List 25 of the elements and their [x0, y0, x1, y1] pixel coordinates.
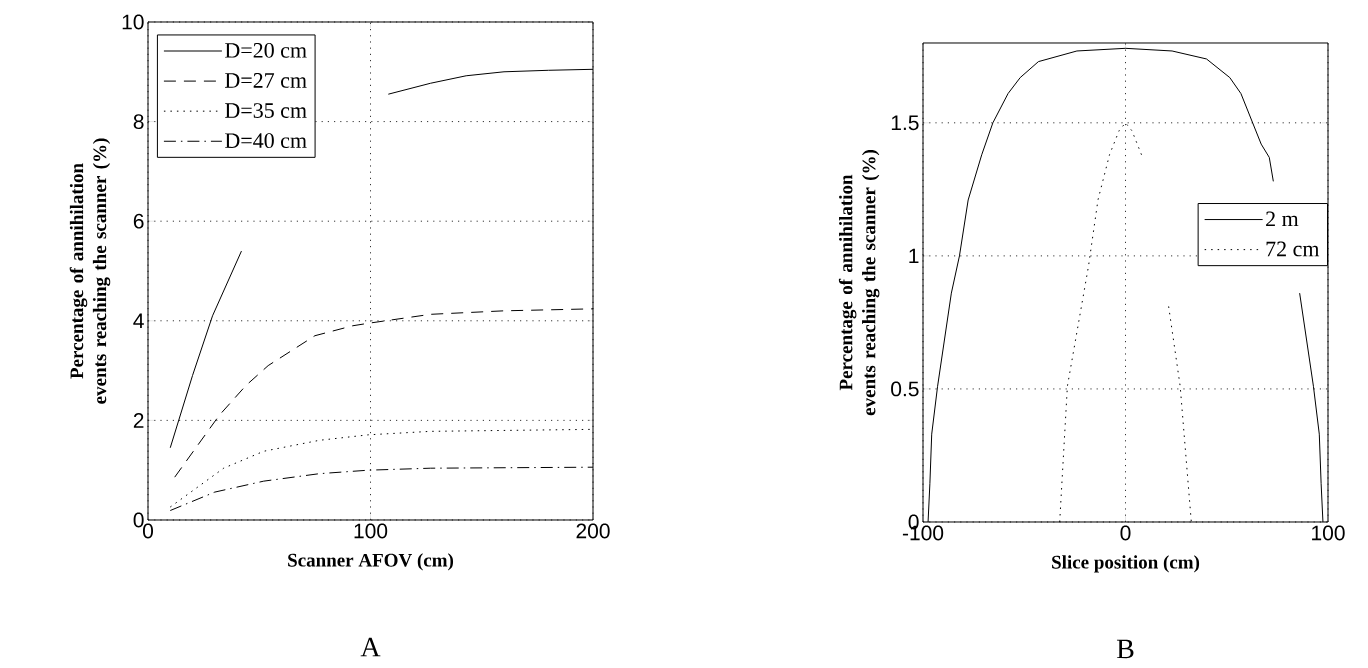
- y-axis-title: Percentage of annihilation events reaching the scanner (%): [838, 150, 880, 416]
- x-axis-title: Slice position (cm): [1052, 555, 1200, 573]
- y-tick-label: 1: [909, 248, 919, 264]
- y-tick-label: 1.5: [891, 115, 919, 131]
- x-tick-label: 100: [354, 523, 388, 539]
- legend-label: 2 m: [1266, 211, 1299, 227]
- legend-label: D=20 cm: [225, 42, 307, 58]
- y-tick-label: 8: [133, 114, 144, 130]
- x-tick-label: 200: [576, 523, 610, 539]
- legend-label: D=35 cm: [225, 103, 307, 118]
- legend-label: D=27 cm: [225, 73, 307, 88]
- text: A: [360, 637, 381, 657]
- y-tick-label: 0: [133, 512, 144, 528]
- legend-label: 72 cm: [1266, 241, 1320, 257]
- text: B: [1116, 639, 1134, 659]
- y-tick-label: 6: [133, 213, 144, 229]
- x-tick-label: 100: [1312, 525, 1345, 541]
- y-tick-label: 4: [133, 313, 144, 329]
- y-tick-label: 0.5: [891, 381, 919, 397]
- x-axis-title: Scanner AFOV (cm): [288, 553, 454, 571]
- y-tick-label: 10: [122, 14, 144, 30]
- x-tick-label: 0: [1120, 525, 1131, 541]
- legend-label: D=40 cm: [225, 133, 307, 149]
- y-axis-title: Percentage of annihilation events reaching the scanner (%): [69, 138, 111, 404]
- y-tick-label: 2: [133, 413, 144, 428]
